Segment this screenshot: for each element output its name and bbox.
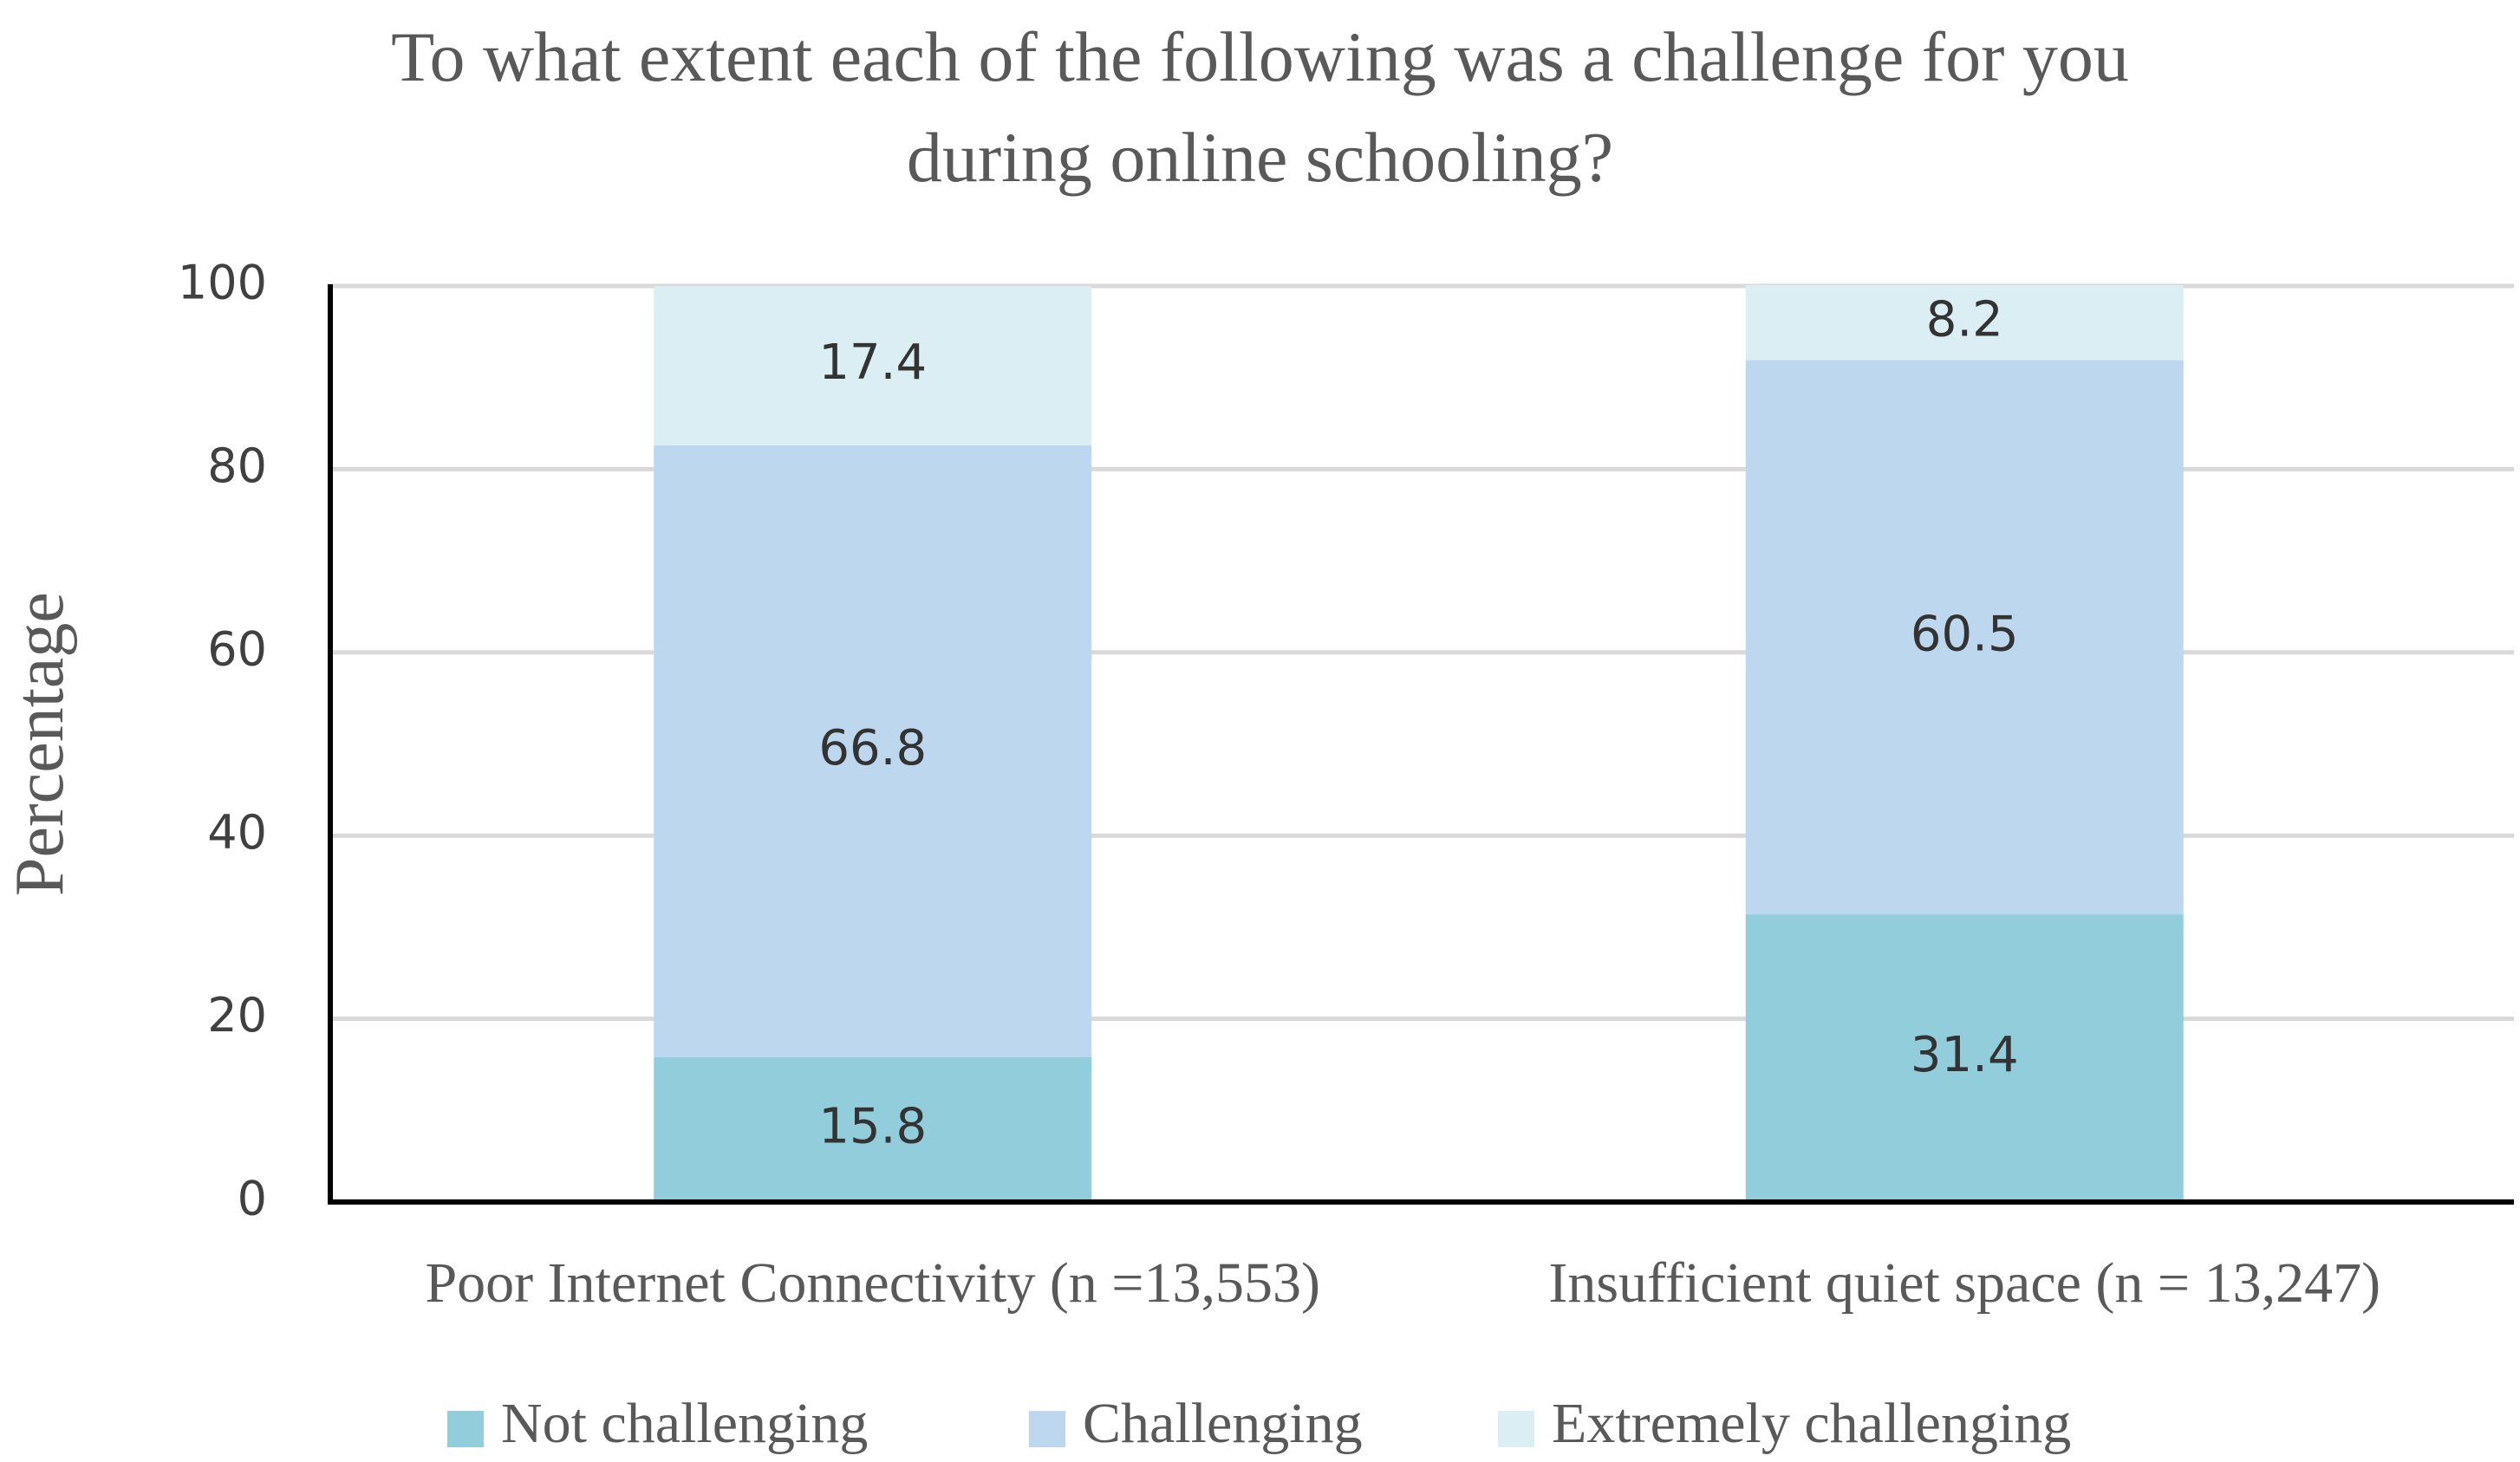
bar-0-series-1 <box>654 445 1092 1057</box>
y-tick-label-4: 80 <box>207 439 267 493</box>
y-axis-title: Percentage <box>2 592 78 896</box>
legend-label-1: Challenging <box>1083 1392 1363 1455</box>
y-tick-label-0: 0 <box>238 1172 267 1226</box>
y-tick-label-5: 100 <box>178 256 267 310</box>
legend-swatch-0 <box>447 1411 484 1447</box>
x-category-label-0: Poor Internet Connectivity (n =13,553) <box>425 1251 1320 1315</box>
data-label-1-series-0: 31.4 <box>1911 1027 2019 1083</box>
chart-title: To what extent each of the following was… <box>0 7 2520 208</box>
y-tick-label-2: 40 <box>207 805 267 860</box>
bar-1-series-2 <box>1745 284 2184 361</box>
legend-label-2: Extremely challenging <box>1552 1392 2071 1455</box>
y-tick-label-3: 60 <box>207 621 267 676</box>
legend-swatch-1 <box>1029 1411 1065 1447</box>
data-label-0-series-2: 17.4 <box>818 335 927 391</box>
bar-1-series-0 <box>1745 914 2184 1202</box>
y-tick-label-1: 20 <box>207 988 267 1043</box>
bar-1-series-1 <box>1745 360 2184 915</box>
data-label-1-series-1: 60.5 <box>1911 607 2019 663</box>
legend-swatch-2 <box>1498 1411 1534 1447</box>
data-label-0-series-0: 15.8 <box>818 1099 927 1155</box>
chart-title-line-1: To what extent each of the following was… <box>391 17 2129 96</box>
data-label-0-series-1: 66.8 <box>818 720 927 776</box>
bar-0-series-0 <box>654 1056 1092 1202</box>
legend-label-0: Not challenging <box>501 1392 868 1455</box>
x-category-label-1: Insufficient quiet space (n = 13,247) <box>1548 1251 2380 1315</box>
bar-0-series-2 <box>654 286 1092 445</box>
data-label-1-series-2: 8.2 <box>1926 291 2003 348</box>
chart-title-line-2: during online schooling? <box>906 118 1614 197</box>
